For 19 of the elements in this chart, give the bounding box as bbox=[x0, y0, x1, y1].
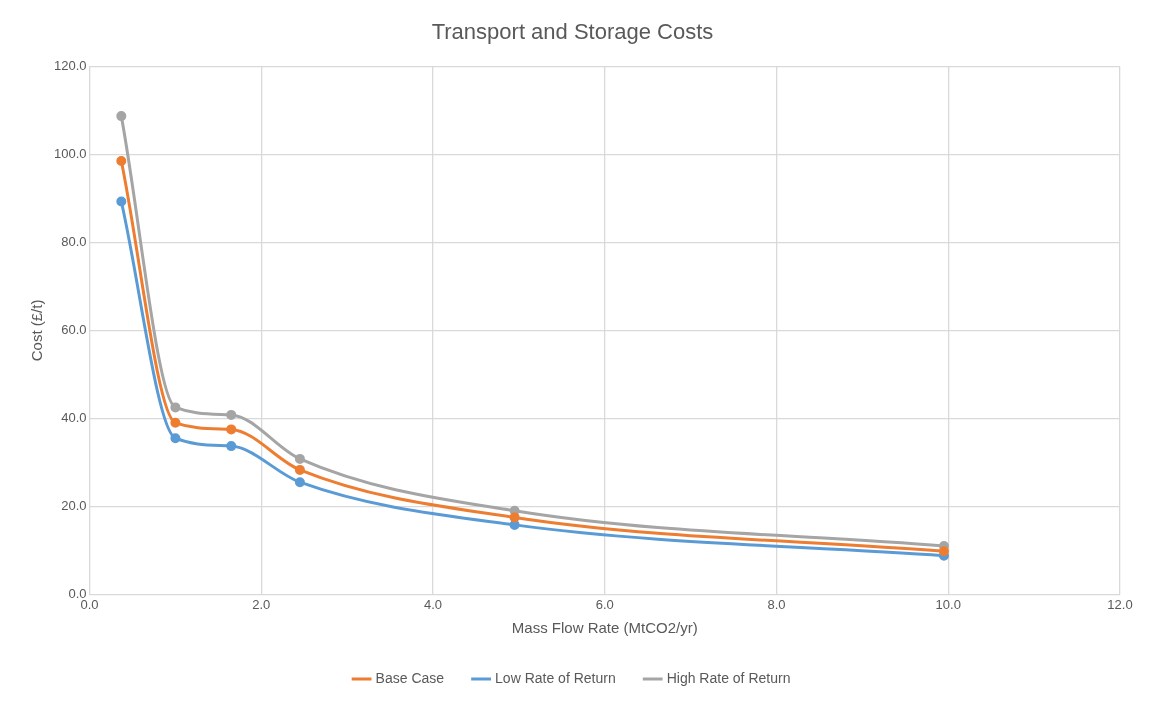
chart-title: Transport and Storage Costs bbox=[431, 19, 714, 45]
x-tick-label: 8.0 bbox=[767, 596, 786, 612]
y-tick-label: 100.0 bbox=[53, 145, 87, 161]
legend-label: High Rate of Return bbox=[666, 669, 791, 686]
y-tick-label: 80.0 bbox=[61, 233, 87, 249]
legend-label: Base Case bbox=[375, 669, 445, 686]
x-tick-label: 4.0 bbox=[423, 596, 443, 612]
y-tick-label: 0.0 bbox=[68, 585, 87, 601]
y-tick-label: 120.0 bbox=[53, 57, 87, 73]
y-tick-label: 20.0 bbox=[61, 497, 87, 513]
y-tick-label: 40.0 bbox=[61, 409, 87, 425]
y-axis-title: Cost (£/t) bbox=[28, 299, 46, 362]
y-tick-label: 60.0 bbox=[61, 321, 87, 337]
x-tick-label: 6.0 bbox=[595, 596, 614, 612]
x-tick-label: 10.0 bbox=[935, 596, 961, 612]
legend-label: Low Rate of Return bbox=[495, 669, 616, 686]
x-axis-title: Mass Flow Rate (MtCO2/yr) bbox=[511, 619, 698, 637]
x-tick-label: 2.0 bbox=[252, 596, 271, 612]
x-tick-label: 12.0 bbox=[1107, 596, 1133, 612]
